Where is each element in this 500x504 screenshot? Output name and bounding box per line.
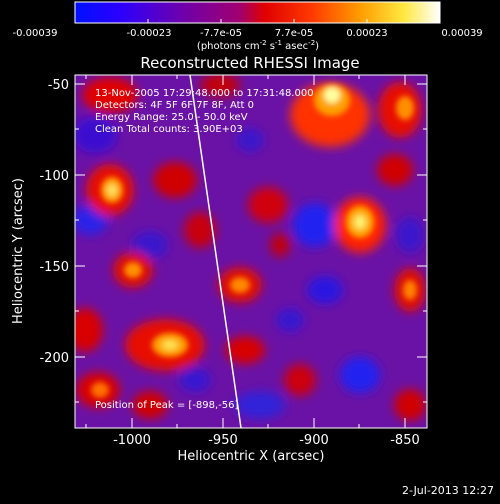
axis-ticks xyxy=(75,75,427,428)
y-tick-label: -200 xyxy=(39,351,69,366)
annotation-peak-position: Position of Peak = [-898,-56] xyxy=(95,400,239,411)
colorbar-tick-label: 7.7e-05 xyxy=(275,28,313,39)
colorbar xyxy=(74,1,441,24)
annotation-detectors: Detectors: 4F 5F 6F 7F 8F, Att 0 xyxy=(95,100,254,111)
plot-frame xyxy=(74,74,428,429)
colorbar-tick-label: 0.00023 xyxy=(346,28,387,39)
footer-date: 2-Jul-2013 12:27 xyxy=(402,484,494,497)
y-tick-label: -50 xyxy=(48,78,69,93)
colorbar-tick-label: -7.7e-05 xyxy=(200,28,242,39)
solar-limb-line xyxy=(189,75,242,428)
annotation-clean-counts: Clean Total counts: 3.90E+03 xyxy=(95,124,243,135)
x-tick-label: -950 xyxy=(208,433,238,448)
annotation-energy-range: Energy Range: 25.0 - 50.0 keV xyxy=(95,112,248,123)
colorbar-units: (photons cm-2 s-1 asec-2) xyxy=(197,39,319,52)
annotation-time-range: 13-Nov-2005 17:29:48.000 to 17:31:48.000 xyxy=(95,88,314,99)
colorbar-tick-label: -0.00039 xyxy=(13,28,58,39)
y-axis-label: Heliocentric Y (arcsec) xyxy=(11,178,26,324)
x-axis-label: Heliocentric X (arcsec) xyxy=(178,449,325,464)
colorbar-tick-label: 0.00039 xyxy=(441,28,482,39)
colorbar-tick-label: -0.00023 xyxy=(127,28,172,39)
plot-title: Reconstructed RHESSI Image xyxy=(140,54,359,72)
rhessi-image xyxy=(75,75,427,428)
y-tick-label: -100 xyxy=(39,169,69,184)
x-tick-label: -850 xyxy=(390,433,420,448)
colorbar-ticks xyxy=(74,19,441,23)
y-tick-label: -150 xyxy=(39,260,69,275)
x-tick-label: -900 xyxy=(299,433,329,448)
x-tick-label: -1000 xyxy=(113,433,151,448)
